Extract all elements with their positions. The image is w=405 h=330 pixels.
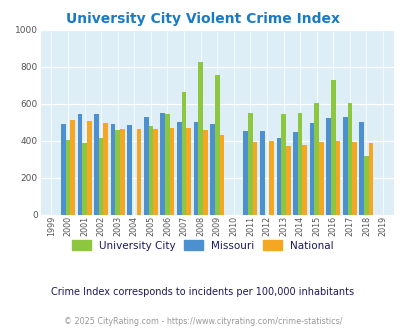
Bar: [243, 131, 247, 214]
Bar: [247, 113, 252, 214]
Bar: [330, 80, 335, 214]
Bar: [302, 145, 306, 214]
Bar: [276, 138, 281, 214]
Bar: [98, 138, 103, 214]
Bar: [148, 126, 153, 214]
Bar: [368, 143, 373, 214]
Text: Crime Index corresponds to incidents per 100,000 inhabitants: Crime Index corresponds to incidents per…: [51, 287, 354, 297]
Text: © 2025 CityRating.com - https://www.cityrating.com/crime-statistics/: © 2025 CityRating.com - https://www.city…: [64, 317, 341, 326]
Bar: [214, 75, 219, 214]
Bar: [153, 129, 158, 214]
Bar: [136, 129, 141, 214]
Bar: [103, 123, 108, 214]
Bar: [70, 120, 75, 214]
Bar: [342, 116, 347, 214]
Bar: [292, 132, 297, 214]
Bar: [94, 114, 98, 214]
Bar: [160, 113, 165, 214]
Bar: [198, 62, 202, 214]
Bar: [313, 103, 318, 214]
Bar: [269, 141, 273, 214]
Bar: [358, 122, 363, 214]
Bar: [193, 122, 198, 214]
Bar: [120, 129, 124, 214]
Bar: [335, 141, 339, 214]
Bar: [351, 142, 356, 214]
Bar: [347, 103, 351, 214]
Legend: University City, Missouri, National: University City, Missouri, National: [68, 236, 337, 255]
Bar: [87, 121, 91, 214]
Bar: [127, 125, 132, 214]
Bar: [202, 130, 207, 214]
Bar: [143, 116, 148, 214]
Bar: [219, 135, 224, 214]
Bar: [61, 124, 66, 214]
Bar: [285, 146, 290, 214]
Bar: [326, 118, 330, 214]
Bar: [281, 114, 285, 214]
Bar: [252, 142, 257, 214]
Bar: [363, 156, 368, 214]
Bar: [165, 114, 169, 214]
Bar: [82, 143, 87, 214]
Bar: [309, 123, 313, 214]
Bar: [111, 124, 115, 214]
Bar: [318, 143, 323, 214]
Bar: [259, 131, 264, 214]
Bar: [186, 128, 190, 214]
Bar: [66, 140, 70, 214]
Bar: [210, 124, 214, 214]
Bar: [297, 113, 302, 214]
Text: University City Violent Crime Index: University City Violent Crime Index: [66, 12, 339, 25]
Bar: [181, 92, 186, 214]
Bar: [115, 130, 120, 214]
Bar: [77, 114, 82, 214]
Bar: [169, 128, 174, 214]
Bar: [177, 122, 181, 214]
